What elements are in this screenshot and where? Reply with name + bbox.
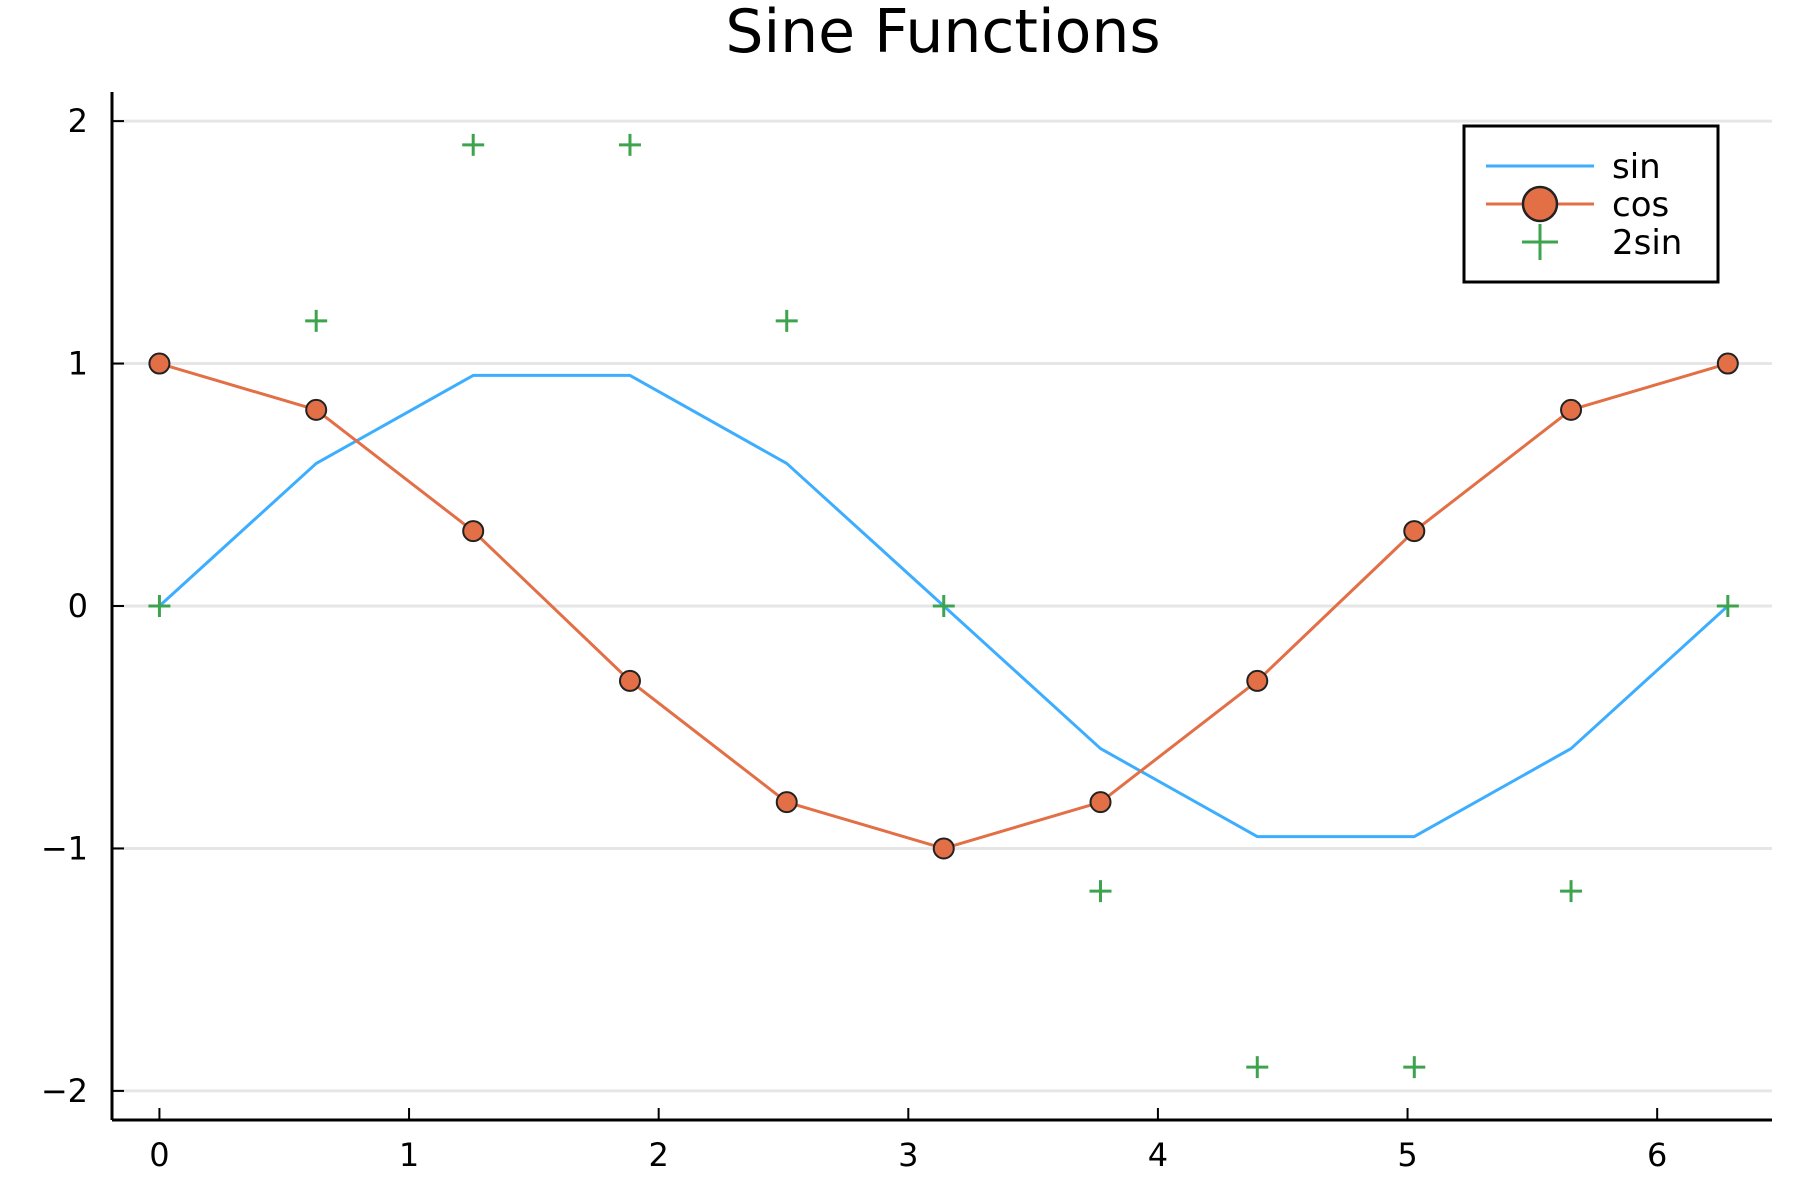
series-point-2sin-10 (1716, 595, 1739, 617)
series-point-cos-3 (618, 669, 641, 692)
series-point-cos-2 (462, 520, 485, 543)
y-tick-label-4: 2 (68, 102, 88, 140)
chart-title: Sine Functions (725, 0, 1160, 67)
series-point-cos-8 (1403, 520, 1426, 543)
legend-label-sin: sin (1612, 147, 1661, 187)
legend-item-sin: sin (1486, 147, 1661, 187)
series-2sin (148, 133, 1739, 1079)
x-tick-label-5: 5 (1397, 1136, 1417, 1174)
legend-swatch-marker (1521, 185, 1559, 223)
y-tick-label-1: −1 (41, 829, 88, 867)
legend-item-cos: cos (1486, 185, 1669, 225)
series-point-2sin-9 (1560, 880, 1583, 903)
series-point-2sin-8 (1403, 1056, 1426, 1079)
x-tick-label-6: 6 (1647, 1136, 1667, 1174)
x-tick-label-0: 0 (149, 1136, 169, 1174)
x-tick-label-2: 2 (648, 1136, 668, 1174)
x-tick-label-3: 3 (898, 1136, 918, 1174)
series-point-2sin-1 (305, 309, 328, 332)
x-tick-label-1: 1 (399, 1136, 419, 1174)
series-point-cos-6 (1089, 791, 1112, 814)
series-point-cos-7 (1246, 669, 1269, 692)
y-tick-label-2: 0 (68, 587, 88, 625)
series-point-2sin-7 (1246, 1056, 1269, 1079)
y-tick-label-3: 1 (68, 345, 88, 383)
y-tick-label-0: −2 (41, 1072, 88, 1110)
series-point-2sin-0 (148, 595, 171, 617)
x-tick-label-4: 4 (1148, 1136, 1168, 1174)
series-point-cos-1 (305, 398, 328, 421)
series-point-cos-10 (1716, 352, 1739, 375)
series-layer (148, 133, 1739, 1079)
series-point-2sin-4 (775, 309, 798, 332)
series-point-cos-5 (932, 837, 955, 860)
series-point-cos-9 (1560, 398, 1583, 421)
series-point-cos-0 (148, 352, 171, 375)
legend-label-2sin: 2sin (1612, 223, 1682, 263)
ticks: 0 1 2 3 4 5 6 −2 −1 0 1 2 (41, 102, 1668, 1174)
legend-item-2sin: 2sin (1522, 223, 1682, 263)
series-point-2sin-6 (1089, 880, 1112, 903)
series-point-2sin-2 (462, 133, 485, 156)
series-point-cos-4 (775, 791, 798, 814)
series-cos (148, 352, 1739, 860)
legend-label-cos: cos (1612, 185, 1669, 225)
series-point-2sin-5 (932, 595, 955, 617)
series-point-2sin-3 (618, 133, 641, 156)
